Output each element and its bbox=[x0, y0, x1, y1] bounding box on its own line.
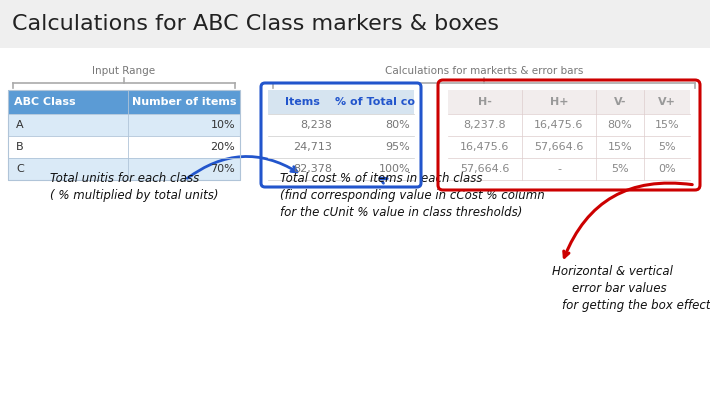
Text: 95%: 95% bbox=[386, 142, 410, 152]
Text: 80%: 80% bbox=[386, 120, 410, 130]
Text: 8,237.8: 8,237.8 bbox=[464, 120, 506, 130]
Text: Total cost % of items in each class: Total cost % of items in each class bbox=[280, 172, 483, 185]
Text: Number of items: Number of items bbox=[132, 97, 236, 107]
FancyBboxPatch shape bbox=[0, 0, 710, 48]
Text: 15%: 15% bbox=[608, 142, 633, 152]
Text: C: C bbox=[16, 164, 23, 174]
Text: H+: H+ bbox=[550, 97, 568, 107]
Text: ( % multiplied by total units): ( % multiplied by total units) bbox=[50, 189, 219, 202]
Text: V+: V+ bbox=[658, 97, 676, 107]
FancyBboxPatch shape bbox=[0, 48, 710, 420]
Text: 5%: 5% bbox=[611, 164, 629, 174]
FancyBboxPatch shape bbox=[268, 90, 414, 180]
Text: for getting the box effect: for getting the box effect bbox=[562, 299, 710, 312]
Text: -: - bbox=[557, 164, 561, 174]
FancyBboxPatch shape bbox=[268, 90, 414, 114]
Text: 57,664.6: 57,664.6 bbox=[535, 142, 584, 152]
Text: Total unitis for each class: Total unitis for each class bbox=[50, 172, 200, 185]
FancyBboxPatch shape bbox=[8, 158, 240, 180]
FancyBboxPatch shape bbox=[448, 90, 690, 114]
FancyBboxPatch shape bbox=[8, 90, 240, 114]
Text: ABC Class: ABC Class bbox=[14, 97, 76, 107]
Text: Items: Items bbox=[285, 97, 320, 107]
Text: 10%: 10% bbox=[210, 120, 235, 130]
Text: Calculations for ABC Class markers & boxes: Calculations for ABC Class markers & box… bbox=[12, 14, 499, 34]
Text: A: A bbox=[16, 120, 23, 130]
Text: B: B bbox=[16, 142, 23, 152]
Text: H-: H- bbox=[478, 97, 492, 107]
Text: % of Total co: % of Total co bbox=[335, 97, 415, 107]
Text: 82,378: 82,378 bbox=[293, 164, 332, 174]
Text: 0%: 0% bbox=[658, 164, 676, 174]
Text: 16,475.6: 16,475.6 bbox=[460, 142, 510, 152]
FancyBboxPatch shape bbox=[448, 90, 690, 180]
Text: 16,475.6: 16,475.6 bbox=[535, 120, 584, 130]
Text: 100%: 100% bbox=[378, 164, 410, 174]
Text: 57,664.6: 57,664.6 bbox=[460, 164, 510, 174]
Text: 80%: 80% bbox=[608, 120, 633, 130]
Text: 70%: 70% bbox=[210, 164, 235, 174]
Text: 24,713: 24,713 bbox=[293, 142, 332, 152]
Text: 15%: 15% bbox=[655, 120, 679, 130]
FancyBboxPatch shape bbox=[8, 136, 240, 158]
FancyBboxPatch shape bbox=[8, 90, 240, 180]
Text: V-: V- bbox=[613, 97, 626, 107]
FancyBboxPatch shape bbox=[8, 114, 240, 136]
Text: Input Range: Input Range bbox=[92, 66, 155, 76]
Text: Horizontal & vertical: Horizontal & vertical bbox=[552, 265, 673, 278]
Text: 8,238: 8,238 bbox=[300, 120, 332, 130]
Text: Calculations for markerts & error bars: Calculations for markerts & error bars bbox=[385, 66, 583, 76]
Text: for the cUnit % value in class thresholds): for the cUnit % value in class threshold… bbox=[280, 206, 523, 219]
Text: 5%: 5% bbox=[658, 142, 676, 152]
Text: (find corresponding value in cCost % column: (find corresponding value in cCost % col… bbox=[280, 189, 545, 202]
Text: 20%: 20% bbox=[210, 142, 235, 152]
Text: error bar values: error bar values bbox=[572, 282, 667, 295]
